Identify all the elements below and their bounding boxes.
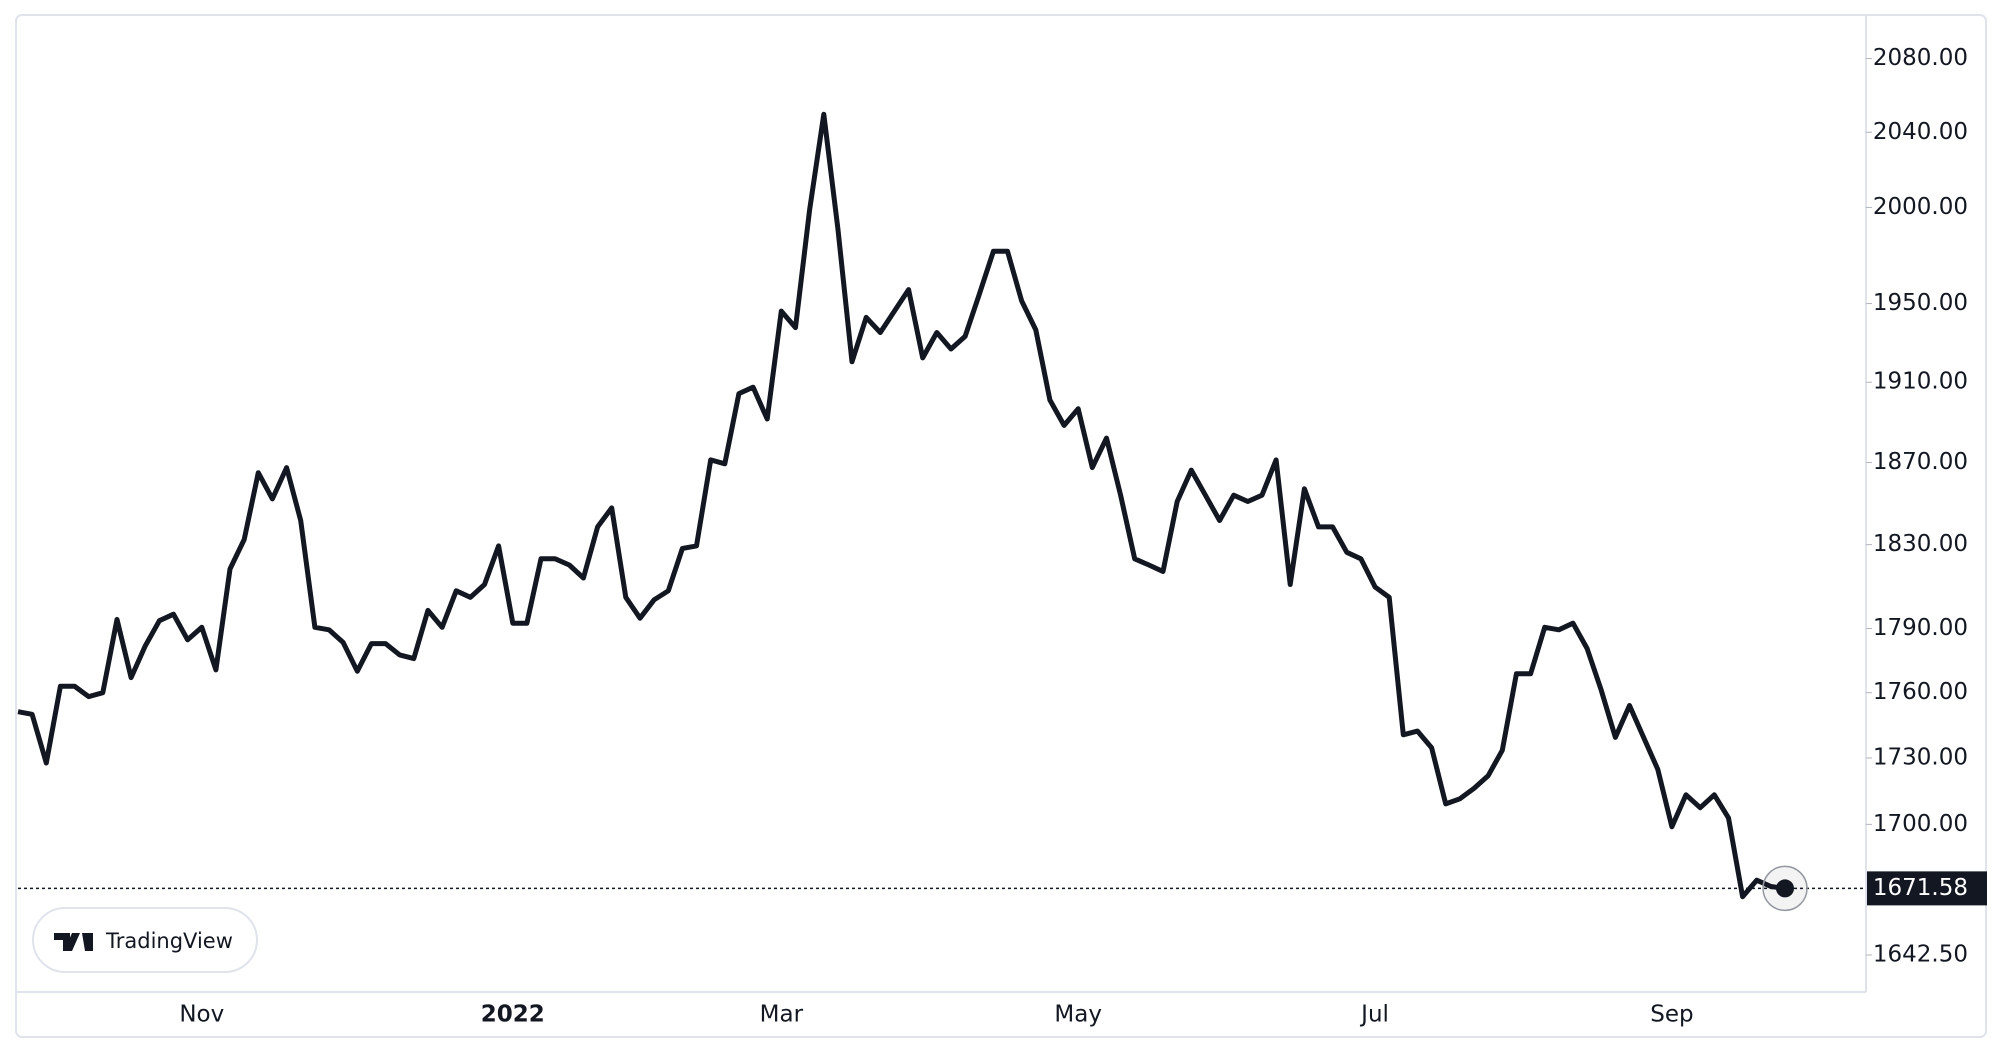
watermark-text: TradingView: [105, 929, 233, 953]
x-tick-label: May: [1054, 1002, 1102, 1028]
x-tick-label: Jul: [1359, 1002, 1389, 1028]
y-tick-label: 1830.00: [1873, 531, 1968, 557]
x-tick-label: Nov: [179, 1002, 224, 1028]
price-line: [17, 111, 1786, 900]
logo-icon: [54, 933, 93, 951]
y-tick-label: 1642.50: [1873, 941, 1968, 967]
last-price-badge: [1867, 871, 1987, 906]
y-tick-label: 1760.00: [1873, 679, 1968, 705]
y-tick-label: 2080.00: [1873, 45, 1968, 71]
watermark[interactable]: TradingView: [32, 907, 258, 973]
y-tick-label: 1910.00: [1873, 369, 1968, 395]
y-tick-label: 2040.00: [1873, 119, 1968, 145]
y-tick-label: 1700.00: [1873, 811, 1968, 837]
x-tick-label: Sep: [1650, 1002, 1693, 1028]
x-tick-label: Mar: [760, 1002, 804, 1028]
y-tick-label: 1730.00: [1873, 744, 1968, 770]
chart-frame: [15, 14, 1987, 1038]
watermark-box[interactable]: [32, 907, 258, 973]
y-tick-label: 1790.00: [1873, 615, 1968, 641]
y-tick-label: 1870.00: [1873, 449, 1968, 475]
y-tick-label: 2000.00: [1873, 194, 1968, 220]
x-tick-label: 2022: [481, 1002, 545, 1028]
last-price-dot: [1776, 879, 1794, 898]
y-tick-label: 1950.00: [1873, 290, 1968, 316]
last-price-label: 1671.58: [1873, 875, 1968, 901]
